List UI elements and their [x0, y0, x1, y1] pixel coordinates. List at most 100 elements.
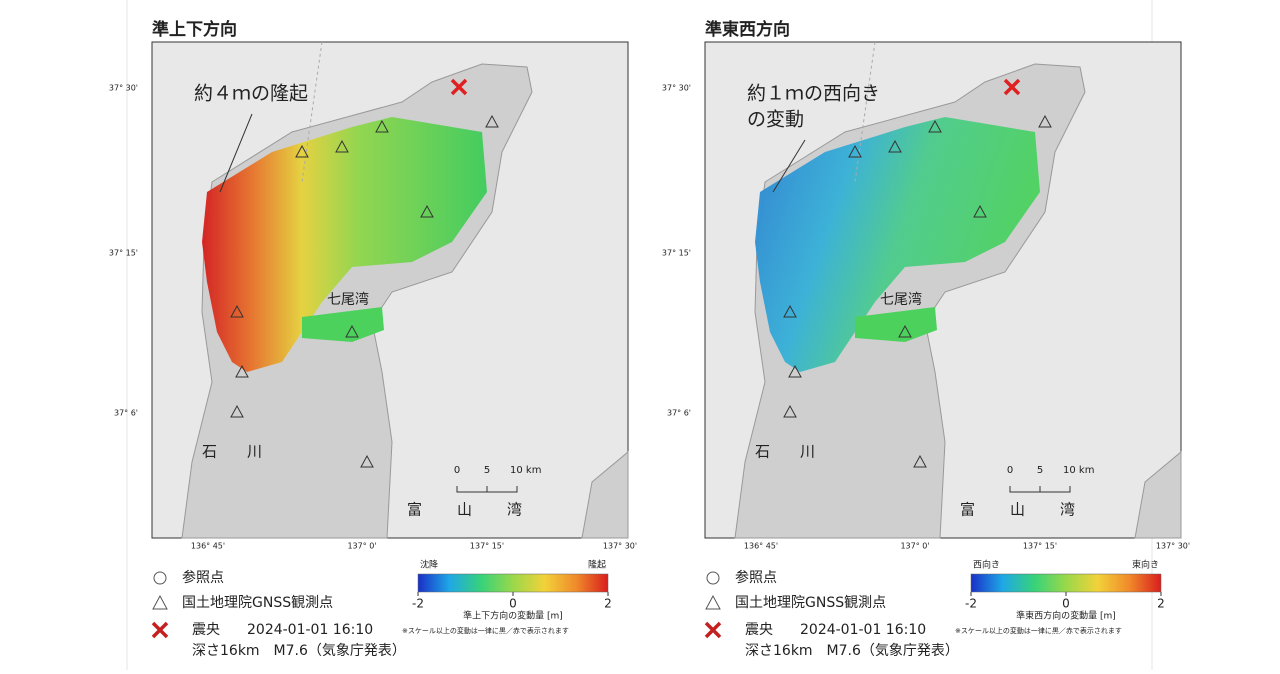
lon-label: 137° 0' [900, 542, 929, 551]
legend-label: 2024-01-01 16:10 [800, 622, 926, 638]
place-label: 湾 [1060, 501, 1075, 519]
displacement-area [302, 307, 384, 342]
gnss-station [848, 144, 862, 158]
legend-label: 参照点 [735, 569, 777, 586]
lat-label: 37° 6' [667, 409, 691, 418]
land [581, 450, 629, 539]
reference-icon [706, 571, 720, 585]
gnss-station [485, 114, 499, 128]
colorbar [970, 573, 1162, 593]
place-label: 富 [407, 501, 422, 519]
gnss-station [420, 204, 434, 218]
place-label: 川 [800, 443, 815, 461]
gnss-station [783, 404, 797, 418]
place-label: 湾 [507, 501, 522, 519]
legend-label: 深さ16km M7.6（気象庁発表） [192, 643, 406, 659]
gnss-station [360, 454, 374, 468]
epicenter-icon [704, 621, 722, 639]
lon-label: 136° 45' [744, 542, 778, 551]
scale-label: 10 km [1063, 465, 1094, 476]
panel-title: 準上下方向 [152, 19, 237, 40]
scale-label: 0 [1007, 465, 1013, 476]
legend-label: 国土地理院GNSS観測点 [182, 594, 333, 611]
colorbar-tick-label: 0 [509, 597, 517, 611]
land [1134, 450, 1182, 539]
colorbar-end-label: 沈降 [420, 559, 438, 571]
legend-label: 震央 [192, 622, 220, 638]
lon-label: 136° 45' [191, 542, 225, 551]
lon-label: 137° 15' [470, 542, 504, 551]
lat-label: 37° 6' [114, 409, 138, 418]
legend-label: 震央 [745, 622, 773, 638]
colorbar-tick-label: 0 [1062, 597, 1070, 611]
lat-label: 37° 30' [109, 84, 138, 93]
annotation: 約４ｍの隆起 [194, 83, 308, 105]
legend-label: 参照点 [182, 569, 224, 586]
annotation-leader [772, 139, 806, 193]
colorbar-caption: 準東西方向の変動量 [m] [1016, 610, 1116, 622]
annotation-leader [219, 113, 253, 193]
colorbar-end-label: 西向き [973, 559, 1000, 571]
gnss-icon [152, 594, 168, 610]
place-label: 山 [1010, 501, 1025, 519]
lon-label: 137° 15' [1023, 542, 1057, 551]
displacement-area [202, 117, 487, 372]
gnss-station [1038, 114, 1052, 128]
colorbar-note: ※スケール以上の変動は一律に黒／赤で表示されます [402, 626, 569, 635]
gnss-station [235, 364, 249, 378]
colorbar-tick-label: 2 [1157, 597, 1165, 611]
place-label: 石 [755, 443, 770, 461]
epicenter-icon [151, 621, 169, 639]
epicenter [1003, 78, 1021, 96]
gnss-station [345, 324, 359, 338]
lat-label: 37° 30' [662, 84, 691, 93]
colorbar-note: ※スケール以上の変動は一律に黒／赤で表示されます [955, 626, 1122, 635]
lon-label: 137° 30' [1156, 542, 1190, 551]
place-label: 山 [457, 501, 472, 519]
gnss-station [230, 404, 244, 418]
gnss-station [788, 364, 802, 378]
panel-title: 準東西方向 [705, 19, 790, 40]
annotation: の変動 [747, 109, 804, 131]
lon-label: 137° 0' [347, 542, 376, 551]
displacement-area [755, 117, 1040, 372]
gnss-station [973, 204, 987, 218]
scale-label: 10 km [510, 465, 541, 476]
gnss-station [928, 119, 942, 133]
gnss-station [230, 304, 244, 318]
place-label: 石 [202, 443, 217, 461]
colorbar-end-label: 東向き [1132, 559, 1159, 571]
reference-icon [153, 571, 167, 585]
place-label: 富 [960, 501, 975, 519]
gnss-icon [705, 594, 721, 610]
gnss-station [335, 139, 349, 153]
legend-label: 国土地理院GNSS観測点 [735, 594, 886, 611]
gnss-station [375, 119, 389, 133]
scale-bar [1009, 486, 1071, 493]
colorbar-tick-label: -2 [965, 597, 977, 611]
annotation: 約１ｍの西向き [747, 83, 880, 105]
gnss-station [295, 144, 309, 158]
place-label: 川 [247, 443, 262, 461]
displacement-area [855, 307, 937, 342]
colorbar-tick-label: 2 [604, 597, 612, 611]
lat-label: 37° 15' [662, 249, 691, 258]
colorbar-end-label: 隆起 [588, 559, 606, 571]
scale-label: 5 [1037, 465, 1043, 476]
colorbar [417, 573, 609, 593]
lat-label: 37° 15' [109, 249, 138, 258]
gnss-station [888, 139, 902, 153]
scale-label: 5 [484, 465, 490, 476]
scale-bar [456, 486, 518, 493]
legend-label: 2024-01-01 16:10 [247, 622, 373, 638]
gnss-station [898, 324, 912, 338]
colorbar-tick-label: -2 [412, 597, 424, 611]
legend-label: 深さ16km M7.6（気象庁発表） [745, 643, 959, 659]
place-label: 七尾湾 [880, 291, 922, 308]
gnss-station [913, 454, 927, 468]
